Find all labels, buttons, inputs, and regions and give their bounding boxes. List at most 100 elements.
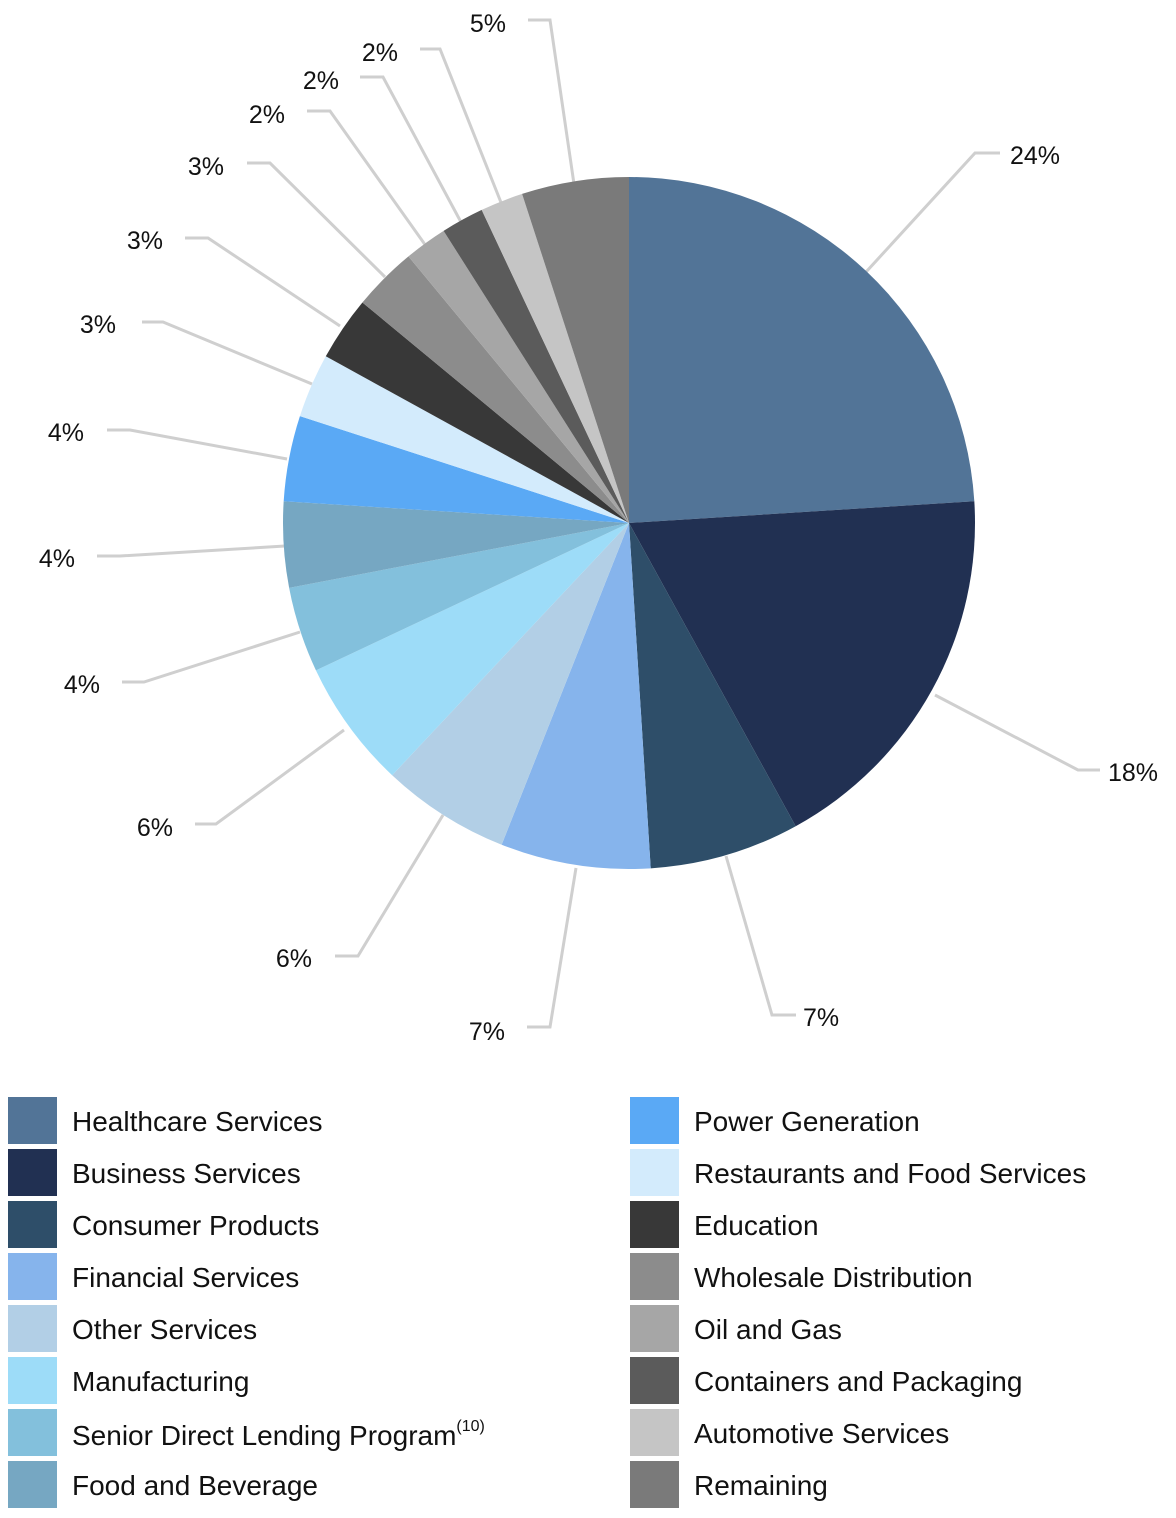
- percent-label: 24%: [1010, 142, 1060, 170]
- legend-swatch: [630, 1096, 679, 1144]
- pie-slice-automotive-services: [481, 193, 629, 523]
- percent-label: 4%: [39, 545, 75, 573]
- legend-swatch: [630, 1356, 679, 1404]
- pie-chart: 24% 18% 7% 7% 6% 6% 4% 4% 4% 3% 3% 3% 2% 2% 2% 5%: [39, 10, 1158, 1046]
- percent-label: 6%: [276, 945, 312, 973]
- legend-swatch: [8, 1096, 57, 1144]
- legend-item: Oil and Gas: [630, 1302, 1086, 1354]
- legend-item: Automotive Services: [630, 1406, 1086, 1458]
- legend-column-left: Healthcare Services Business Services Cons…: [8, 1094, 485, 1510]
- legend-item: Consumer Products: [8, 1198, 485, 1250]
- leader-line: [864, 151, 1000, 274]
- leader-line: [142, 320, 313, 386]
- legend-swatch: [8, 1252, 57, 1300]
- legend-item: Remaining: [630, 1458, 1086, 1510]
- legend-swatch: [630, 1200, 679, 1248]
- pie-slice-business-services: [629, 501, 976, 827]
- legend-label: Power Generation: [694, 1106, 920, 1137]
- legend-item: Financial Services: [8, 1250, 485, 1302]
- leader-line: [528, 18, 576, 185]
- legend-swatch: [8, 1408, 57, 1456]
- legend-label: Education: [694, 1210, 819, 1241]
- pie-slice-consumer-products: [629, 523, 796, 869]
- legend-label: Food and Beverage: [72, 1470, 318, 1501]
- pie-slice-senior-direct-lending-program: [289, 523, 629, 671]
- percent-label: 2%: [362, 39, 398, 67]
- percent-labels: 24% 18% 7% 7% 6% 6% 4% 4% 4% 3% 3% 3% 2% 2% 2% 5%: [39, 10, 1158, 1046]
- legend-swatch: [630, 1252, 679, 1300]
- leader-line: [335, 814, 445, 958]
- leader-line: [420, 47, 504, 206]
- legend-label: Manufacturing: [72, 1366, 250, 1397]
- pie-slice-food-and-beverage: [282, 501, 629, 588]
- pie-slice-power-generation: [283, 416, 629, 523]
- percent-label: 2%: [249, 101, 285, 129]
- legend-label: Business Services: [72, 1158, 301, 1189]
- leader-line: [122, 630, 301, 684]
- leader-line: [185, 236, 341, 328]
- legend-label: Remaining: [694, 1470, 828, 1501]
- legend-label: Restaurants and Food Services: [694, 1158, 1087, 1189]
- legend-item: Healthcare Services: [8, 1094, 485, 1146]
- legend-swatch: [8, 1304, 57, 1352]
- percent-label: 7%: [469, 1018, 505, 1046]
- legend-label: Oil and Gas: [694, 1314, 842, 1345]
- leader-line: [107, 428, 288, 461]
- legend-item: Wholesale Distribution: [630, 1250, 1086, 1302]
- pie-slice-manufacturing: [315, 523, 629, 776]
- leader-line: [724, 855, 796, 1017]
- legend-item: Restaurants and Food Services: [630, 1146, 1086, 1198]
- legend-swatch: [8, 1460, 57, 1508]
- legend-item: Other Services: [8, 1302, 485, 1354]
- legend-swatch: [8, 1148, 57, 1196]
- leader-line: [360, 75, 464, 225]
- legend-label: Other Services: [72, 1314, 258, 1345]
- percent-label: 3%: [127, 227, 163, 255]
- pie-slice-containers-and-packaging: [443, 209, 629, 523]
- legend-label: Healthcare Services: [72, 1106, 323, 1137]
- pie-slice-wholesale-distribution: [362, 256, 629, 523]
- legend-footnote-marker: (10): [456, 1417, 485, 1435]
- leader-line: [527, 867, 578, 1029]
- pie-slice-other-services: [392, 523, 629, 845]
- pie-slice-healthcare-services: [629, 177, 975, 523]
- pie-slice-education: [325, 302, 629, 523]
- leader-line: [307, 109, 428, 247]
- legend-item: Manufacturing: [8, 1354, 485, 1406]
- pie-slice-restaurants-and-food-services: [299, 356, 629, 523]
- legend-column-right: Power Generation Restaurants and Food Ser…: [630, 1094, 1086, 1510]
- percent-label: 4%: [48, 419, 84, 447]
- percent-label: 3%: [188, 153, 224, 181]
- pie-slice-financial-services: [501, 523, 651, 870]
- percent-label: 3%: [80, 311, 116, 339]
- legend-item: Food and Beverage: [8, 1458, 485, 1510]
- legend-item: Containers and Packaging: [630, 1354, 1086, 1406]
- legend-swatch: [630, 1460, 679, 1508]
- legend-label: Wholesale Distribution: [694, 1262, 973, 1293]
- leader-line: [97, 544, 286, 558]
- percent-label: 18%: [1108, 759, 1158, 787]
- legend-swatch: [8, 1200, 57, 1248]
- legend-item: Education: [630, 1198, 1086, 1250]
- percent-label: 6%: [137, 814, 173, 842]
- leader-line: [934, 693, 1100, 772]
- percent-label: 5%: [470, 10, 506, 38]
- legend-label: Senior Direct Lending Program(10): [72, 1417, 485, 1451]
- legend-label: Automotive Services: [694, 1418, 950, 1449]
- legend-swatch: [630, 1408, 679, 1456]
- legend-swatch: [630, 1304, 679, 1352]
- legend-item: Senior Direct Lending Program(10): [8, 1406, 485, 1458]
- legend-item: Business Services: [8, 1146, 485, 1198]
- pie-slices: [282, 177, 976, 870]
- legend-label: Containers and Packaging: [694, 1366, 1023, 1397]
- legend-swatch: [630, 1148, 679, 1196]
- percent-label: 7%: [803, 1004, 839, 1032]
- legend-swatch: [8, 1356, 57, 1404]
- pie-slice-remaining: [522, 177, 629, 523]
- percent-label: 2%: [303, 67, 339, 95]
- legend-item: Power Generation: [630, 1094, 1086, 1146]
- legend-label: Financial Services: [72, 1262, 300, 1293]
- percent-label: 4%: [64, 671, 100, 699]
- pie-slice-oil-and-gas: [408, 230, 629, 524]
- leader-line: [247, 161, 387, 279]
